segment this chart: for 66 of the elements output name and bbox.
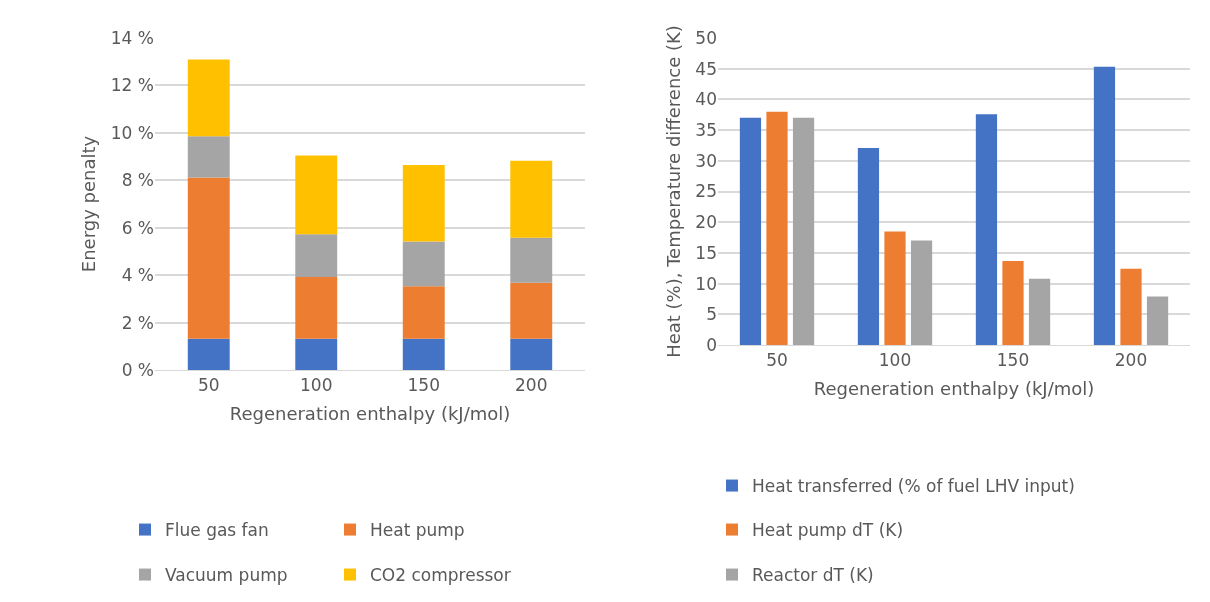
bar — [910, 240, 933, 345]
x-tick-label: 50 — [766, 350, 788, 371]
bar — [739, 117, 762, 345]
y-tick-label: 14 % — [110, 27, 154, 48]
x-tick-label: 200 — [1114, 350, 1148, 371]
bar — [402, 165, 445, 242]
bar — [295, 338, 338, 370]
bar — [510, 338, 553, 370]
x-tick-label: 150 — [996, 350, 1030, 371]
bar — [1002, 260, 1024, 345]
x-tick-label: 200 — [515, 375, 548, 396]
bar — [792, 117, 815, 345]
bar — [857, 147, 880, 345]
legend-label: CO2 compressor — [370, 565, 511, 586]
bar — [187, 177, 230, 339]
bar — [510, 282, 553, 339]
x-tick-label: 100 — [300, 375, 333, 396]
y-tick-label: 40 — [695, 89, 717, 110]
y-tick-label: 4 % — [121, 265, 154, 286]
bar — [187, 136, 230, 178]
x-axis-title: Regeneration enthalpy (kJ/mol) — [229, 402, 511, 424]
bar — [295, 155, 338, 235]
y-tick-label: 12 % — [110, 75, 154, 96]
legend-label: Reactor dT (K) — [752, 565, 874, 586]
legend-label: Flue gas fan — [165, 520, 269, 541]
bar — [884, 231, 906, 345]
bar — [402, 241, 445, 287]
y-tick-label: 6 % — [121, 217, 154, 238]
y-tick-label: 8 % — [121, 170, 154, 191]
y-axis-title: Energy penalty — [78, 135, 99, 273]
bar — [1093, 66, 1116, 345]
y-tick-label: 2 % — [121, 312, 154, 333]
bar — [1120, 268, 1142, 345]
x-tick-label: 150 — [407, 375, 440, 396]
y-tick-label: 0 % — [121, 359, 154, 380]
bar — [766, 111, 788, 345]
y-tick-label: 10 % — [110, 122, 154, 143]
x-tick-label: 100 — [878, 350, 912, 371]
bar — [975, 114, 998, 345]
bar — [402, 338, 445, 370]
bar — [1028, 278, 1051, 345]
x-axis-title: Regeneration enthalpy (kJ/mol) — [813, 377, 1095, 399]
bar — [295, 234, 338, 278]
y-tick-label: 5 — [706, 304, 717, 325]
bar — [295, 277, 338, 339]
legend-label: Heat pump dT (K) — [752, 520, 904, 541]
y-tick-label: 15 — [695, 242, 717, 263]
y-tick-label: 10 — [695, 273, 717, 294]
bar — [187, 338, 230, 370]
y-tick-label: 45 — [695, 58, 717, 79]
y-axis-title: Heat (%), Temperature difference (K) — [662, 25, 684, 358]
legend-label: Heat transferred (% of fuel LHV input) — [752, 476, 1075, 497]
y-tick-label: 25 — [695, 181, 717, 202]
bar — [187, 59, 230, 137]
legend-label: Vacuum pump — [165, 565, 288, 586]
y-tick-label: 30 — [695, 150, 717, 171]
bar — [1146, 296, 1169, 345]
legend-label: Heat pump — [370, 520, 465, 541]
y-tick-label: 35 — [695, 120, 717, 141]
y-tick-label: 50 — [695, 27, 717, 48]
y-tick-label: 20 — [695, 212, 717, 233]
bar — [510, 160, 553, 238]
x-tick-label: 50 — [197, 375, 220, 396]
bar — [510, 237, 553, 283]
bar — [402, 286, 445, 339]
y-tick-label: 0 — [706, 334, 717, 355]
